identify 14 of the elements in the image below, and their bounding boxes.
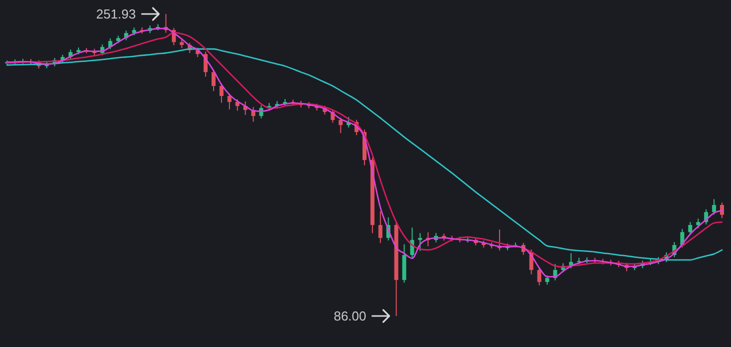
annotation: 86.00 xyxy=(334,308,366,324)
annotation: 251.93 xyxy=(96,6,136,22)
candlestick xyxy=(378,210,382,244)
candlestick xyxy=(418,232,422,252)
candlestick xyxy=(227,92,232,110)
candlestick xyxy=(212,69,216,92)
candlestick xyxy=(720,202,724,219)
candlestick xyxy=(545,274,550,286)
candlestick xyxy=(688,222,692,235)
candlestick xyxy=(537,267,542,286)
candlestick xyxy=(696,218,700,229)
candlestick xyxy=(712,198,716,215)
candlestick xyxy=(338,117,343,134)
candlestick xyxy=(220,83,224,104)
